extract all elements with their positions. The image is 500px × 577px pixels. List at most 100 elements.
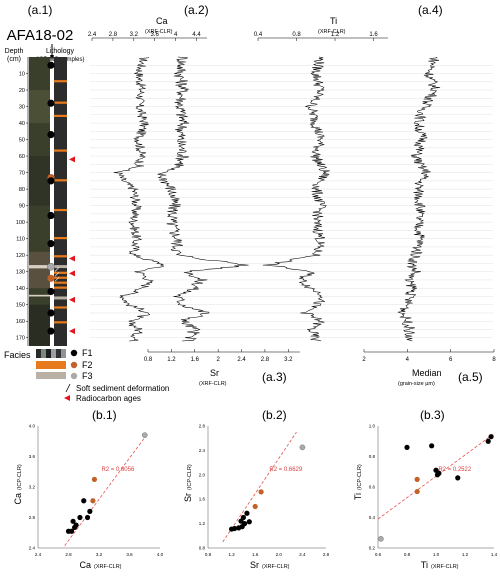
scatter-y-label-group: Ti (ICP-CLR) [353,464,363,500]
scatter-y-tick-label: 0.8 [369,454,376,459]
log-curve-median [397,56,441,342]
scatter-y-tick-label: 2.4 [199,448,206,453]
scatter-point-f1 [455,475,461,481]
facies-swatch-f2 [36,361,66,369]
lithology-orange-layer [54,255,67,258]
scatter-r2-label: R2 = 0.6629 [269,467,303,473]
scatter-fit-line [222,431,297,543]
scatter-point-f1 [73,522,79,528]
depth-tick-label: 50 [19,138,25,144]
scatter-x-tick-label: 2.0 [276,552,283,557]
scatter-point-f1 [244,510,250,516]
log-axis-tick-label: 6 [449,357,453,363]
core-photo-light-band [29,294,50,297]
lithology-grey-layer [54,265,67,269]
log-axis-tick-label: 3.2 [284,357,293,363]
scatter-x-tick-label: 1.6 [252,552,259,557]
icpms-sample-f1 [47,99,55,107]
scatter-y-label-sub: (ICP-CLR) [17,464,23,490]
ca-axis-title: Ca [156,16,168,26]
icpms-sample-f1 [47,61,55,69]
scatter-x-tick-label: 1.2 [228,552,235,557]
legend-dot-f2 [70,361,78,369]
scatter-y-tick-label: 0.8 [199,546,206,551]
log-axis-tick-label: 8 [492,357,496,363]
depth-tick-label: 30 [19,105,25,111]
scatter-point-f1 [87,508,93,514]
lithology-grey-layer [54,296,67,300]
core-name: AFA18-02 [7,27,74,44]
facies-legend: Facies F1 F2 F3 Soft sediment deformatio… [4,348,169,403]
depth-tick-label: 170 [16,336,25,342]
log-axis-tick-label: 1.2 [331,32,340,38]
log-axis-tick-label: 0.8 [144,357,153,363]
scatter-title-b2: (b.2) [262,408,287,422]
scatter-y-label: Sr [183,493,193,502]
scatter-point-f1 [485,438,491,444]
icpms-sample-dots [47,61,55,335]
scatter-x-tick-label: 0.8 [404,552,411,557]
depth-tick-label: 60 [19,154,25,160]
log-axis-tick-label: 1.2 [167,357,176,363]
radiocarbon-marker [69,296,75,303]
core-log-panel: (a.1) AFA18-02 Depth (cm) Lithology (ICP… [5,3,497,387]
scatter-y-tick-label: 3.2 [29,485,36,490]
sr-axis-subtitle: (XRF-CLR) [199,381,227,387]
depth-axis: 10 20 30 40 50 60 70 80 90 100 110 120 130 140 150 160 1… [16,57,29,346]
scatter-fit-line [64,437,146,546]
scatter-y-tick-label: 0.2 [369,546,376,551]
legend-radio-label: Radiocarbon ages [76,394,141,403]
log-curve-ti [262,56,330,342]
lithology-orange-layer [54,271,67,274]
scatter-y-label: Ti [353,493,363,500]
log-axis-tick-label: 2.8 [109,32,118,38]
scatter-y-label: Ca [13,493,23,505]
depth-tick-label: 20 [19,88,25,94]
depth-tick-label: 140 [16,286,25,292]
log-curve-ca [113,56,165,342]
scatter-y-label-sub: (ICP-CLR) [357,464,363,490]
radiocarbon-marker [69,270,75,277]
scatter-point-f1 [68,528,75,534]
scatter-point-f1 [231,525,238,532]
lithology-orange-layer [54,281,67,284]
scatter-x-tick-label: 1.2 [462,552,469,557]
soft-deformation-mark [54,277,60,282]
scatter-x-label: Sr [250,560,259,570]
log-axis-tick-label: 4 [406,357,410,363]
scatter-x-tick-label: 1.0 [433,552,440,557]
log-axis-tick-label: 2.4 [88,32,97,38]
soft-deformation-mark [54,267,60,272]
depth-direction-arrowhead [50,55,54,59]
log-curve-sr [157,56,249,342]
scatter-x-label-sub: (XRF-CLR) [94,564,122,570]
log-axis-tick-label: 2 [362,357,366,363]
core-photo [29,57,50,346]
scatter-y-tick-label: 0.4 [369,515,376,520]
scatter-x-tick-label: 2.8 [65,552,72,557]
legend-soft-label: Soft sediment deformation [76,384,169,393]
depth-tick-label: 110 [16,237,25,243]
radiocarbon-marker [69,156,75,163]
scatter-x-tick-label: 2.4 [299,552,306,557]
panel-a1-label: (a.1) [28,3,53,17]
scatter-point-f3 [299,444,306,451]
legend-dot-f1 [70,349,78,357]
legend-f3-label: F3 [82,371,93,381]
log-axis-tick-label: 3.6 [151,32,160,38]
scatter-point-f1 [436,470,442,476]
depth-tick-label: 70 [19,171,25,177]
icpms-sample-f1 [47,287,55,296]
depth-tick-label: 10 [19,72,25,78]
scatter-y-tick-label: 1.6 [199,497,206,502]
log-axis-tick-label: 3.2 [130,32,139,38]
depth-label: Depth [5,48,24,55]
scatter-panel-b2: (b.2) 0.8 1.2 1.6 2.0 2.4 2.8 0.8 1.2 1.6 2.0 2.4 2.… [183,408,330,570]
scatter-x-tick-label: 4.0 [157,552,164,557]
sr-axis-title: Sr [210,368,219,378]
scatter-y-label-sub: (ICP-CLR) [187,464,193,490]
legend-dot-f3 [70,372,78,380]
depth-tick-label: 100 [16,220,25,226]
ti-axis-subtitle: (XRF-CLR) [318,29,346,35]
